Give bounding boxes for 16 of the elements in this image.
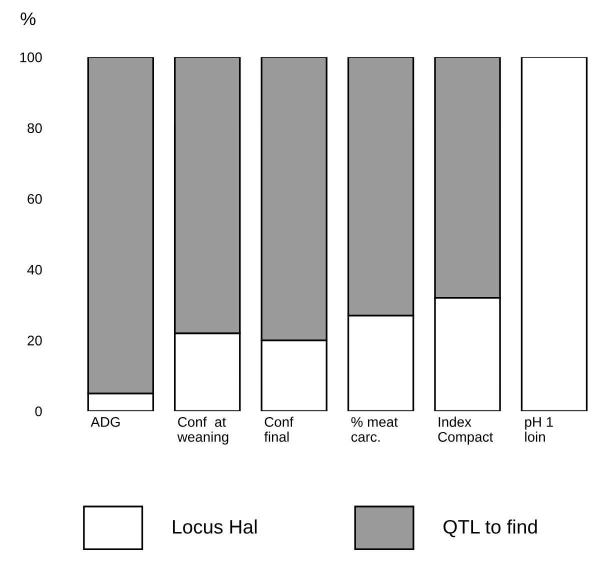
y-axis-title: % <box>20 12 36 26</box>
legend-label: Locus Hal <box>173 519 257 534</box>
y-tick-label: 20 <box>28 336 42 346</box>
y-tick-label: 40 <box>27 264 42 275</box>
x-tick-label: pH 1 loin <box>525 417 553 442</box>
legend-label: QTL to find <box>444 519 537 538</box>
y-tick-label: 0 <box>35 406 42 416</box>
y-tick-label: 80 <box>28 123 42 134</box>
x-tick-label: Conf final <box>264 416 294 442</box>
bar <box>520 57 588 412</box>
x-tick-label: ADG <box>90 417 120 427</box>
y-tick-label: 100 <box>20 52 42 62</box>
x-tick-label: % meat carc. <box>351 417 398 442</box>
x-tick-label: Index Compact <box>438 416 493 445</box>
x-tick-label: Conf at weaning <box>177 416 228 445</box>
y-tick-label: 60 <box>28 194 42 204</box>
